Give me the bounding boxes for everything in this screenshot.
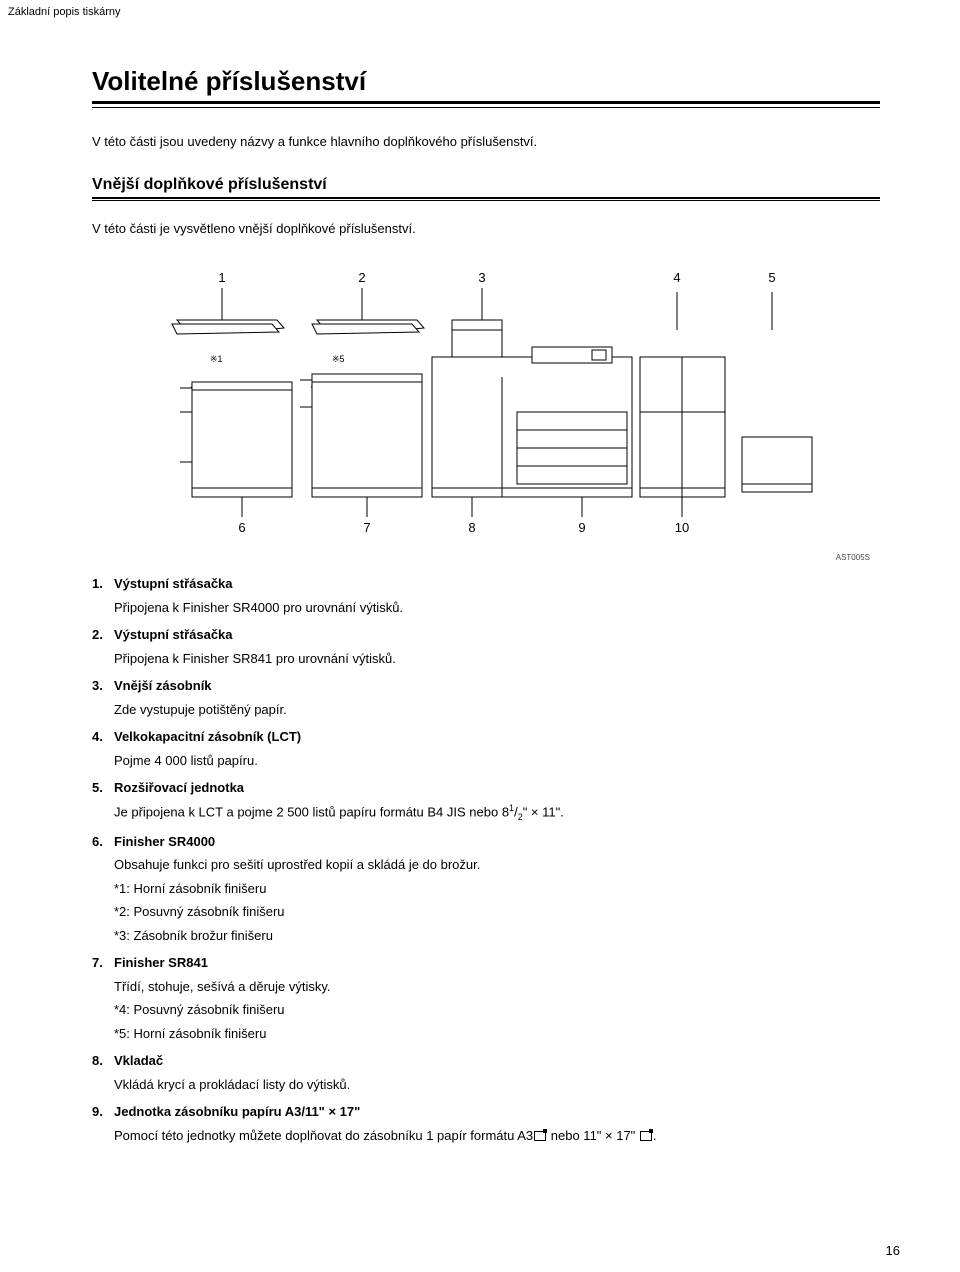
spec-item-title: Výstupní střásačka — [114, 576, 233, 591]
spec-item-desc: Je připojena k LCT a pojme 2 500 listů p… — [114, 802, 880, 824]
diagram-container: 12345 ※1※5※2※4※3 — [92, 262, 880, 547]
spec-item-desc: Obsahuje funkci pro sešití uprostřed kop… — [114, 855, 880, 875]
diagram-bottom-label: 8 — [468, 520, 475, 535]
spec-item-desc: Vkládá krycí a prokládací listy do výtis… — [114, 1075, 880, 1095]
spec-item-desc: Připojena k Finisher SR4000 pro urovnání… — [114, 598, 880, 618]
diagram-top-label: 2 — [358, 270, 365, 285]
diagram-bottom-label: 7 — [363, 520, 370, 535]
diagram-star-label: ※5 — [332, 354, 345, 364]
subheading-underline — [92, 200, 880, 201]
spec-item: Jednotka zásobníku papíru A3/11" × 17" Po… — [92, 1102, 880, 1145]
orientation-icon — [640, 1131, 652, 1141]
spec-item-desc: Zde vystupuje potištěný papír. — [114, 700, 880, 720]
spec-item: Vkladač Vkládá krycí a prokládací listy d… — [92, 1051, 880, 1094]
spec-item: Velkokapacitní zásobník (LCT) Pojme 4 000… — [92, 727, 880, 770]
spec-item-subline: *2: Posuvný zásobník finišeru — [114, 902, 880, 922]
spec-item-desc: Třídí, stohuje, sešívá a děruje výtisky. — [114, 977, 880, 997]
diagram-top-label: 5 — [768, 270, 775, 285]
spec-item-title: Velkokapacitní zásobník (LCT) — [114, 729, 301, 744]
spec-item-title: Finisher SR4000 — [114, 834, 215, 849]
spec-item-title: Vnější zásobník — [114, 678, 212, 693]
spec-item: Výstupní střásačka Připojena k Finisher S… — [92, 574, 880, 617]
page-number: 16 — [886, 1243, 900, 1258]
diagram-id: AST005S — [92, 553, 880, 562]
diagram-bottom-label: 10 — [675, 520, 689, 535]
orientation-icon — [534, 1131, 546, 1141]
spec-item-subline: *1: Horní zásobník finišeru — [114, 879, 880, 899]
heading-sub: Vnější doplňkové příslušenství — [92, 176, 880, 199]
spec-item-desc: Pomocí této jednotky můžete doplňovat do… — [114, 1126, 880, 1146]
spec-item-title: Rozšiřovací jednotka — [114, 780, 244, 795]
spec-item-subline: *4: Posuvný zásobník finišeru — [114, 1000, 880, 1020]
spec-item: Vnější zásobník Zde vystupuje potištěný p… — [92, 676, 880, 719]
heading-underline — [92, 106, 880, 108]
spec-item-title: Finisher SR841 — [114, 955, 208, 970]
sub-intro-text: V této části je vysvětleno vnější doplňk… — [92, 219, 880, 239]
diagram-top-label: 1 — [218, 270, 225, 285]
diagram-bottom-label: 6 — [238, 520, 245, 535]
spec-item-title: Vkladač — [114, 1053, 163, 1068]
spec-item-subline: *3: Zásobník brožur finišeru — [114, 926, 880, 946]
spec-item-title: Výstupní střásačka — [114, 627, 233, 642]
spec-item: Výstupní střásačka Připojena k Finisher S… — [92, 625, 880, 668]
spec-item: Rozšiřovací jednotka Je připojena k LCT a… — [92, 778, 880, 824]
spec-item: Finisher SR841 Třídí, stohuje, sešívá a d… — [92, 953, 880, 1043]
heading-main: Volitelné příslušenství — [92, 66, 880, 104]
intro-text: V této části jsou uvedeny názvy a funkce… — [92, 132, 880, 152]
spec-item-desc: Připojena k Finisher SR841 pro urovnání … — [114, 649, 880, 669]
page-header: Základní popis tiskárny — [0, 0, 960, 18]
spec-list: Výstupní střásačka Připojena k Finisher S… — [92, 574, 880, 1145]
spec-item: Finisher SR4000 Obsahuje funkci pro sešit… — [92, 832, 880, 946]
page-content: Volitelné příslušenství V této části jso… — [0, 18, 960, 1145]
spec-item-title: Jednotka zásobníku papíru A3/11" × 17" — [114, 1104, 360, 1119]
spec-item-subline: *5: Horní zásobník finišeru — [114, 1024, 880, 1044]
diagram-top-label: 4 — [673, 270, 680, 285]
spec-item-desc: Pojme 4 000 listů papíru. — [114, 751, 880, 771]
diagram-top-label: 3 — [478, 270, 485, 285]
diagram-star-label: ※1 — [210, 354, 223, 364]
printer-diagram: 12345 ※1※5※2※4※3 — [92, 262, 872, 542]
diagram-bottom-label: 9 — [578, 520, 585, 535]
